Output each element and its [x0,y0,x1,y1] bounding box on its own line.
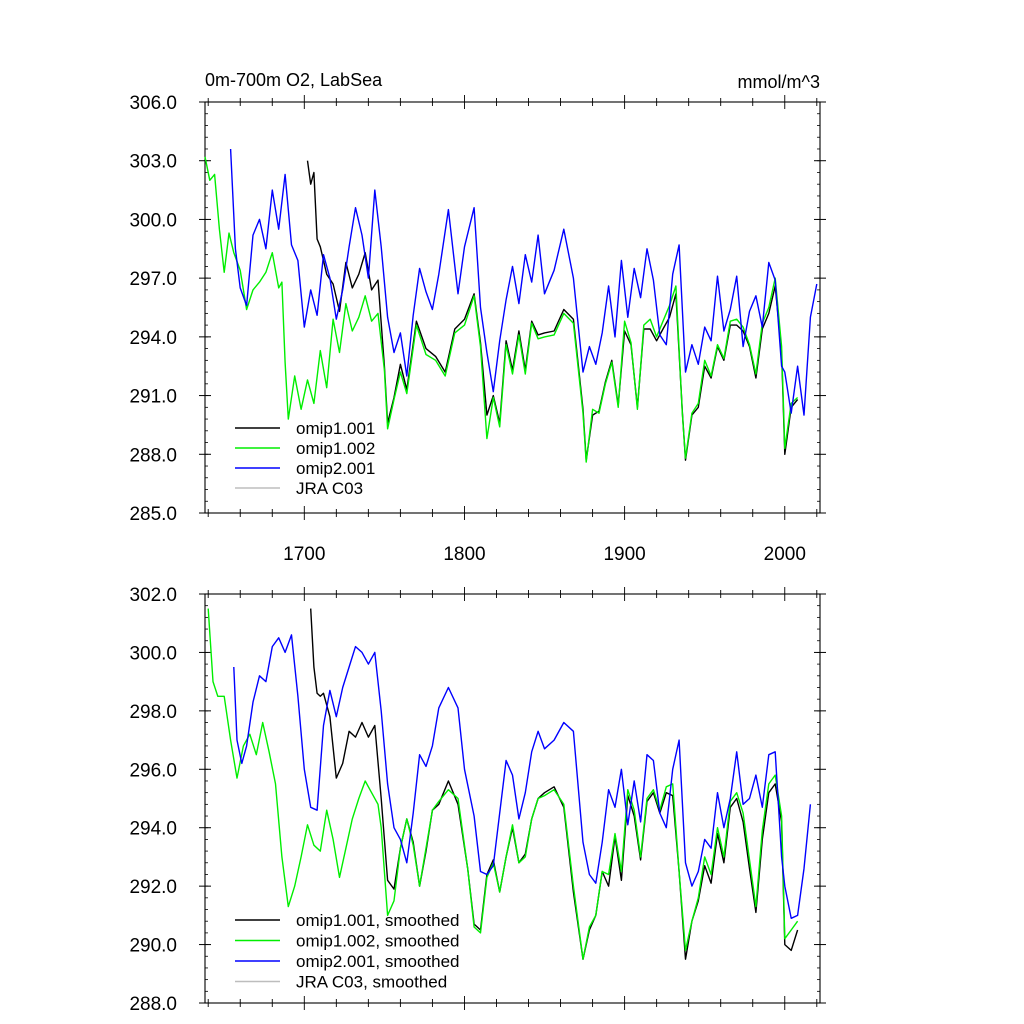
y-tick-label: 291.0 [129,387,177,408]
y-tick-label: 294.0 [129,328,177,349]
y-tick-label: 300.0 [129,210,177,231]
series-line-omip1-002 [204,156,799,463]
legend-label: omip1.002, smoothed [296,932,460,951]
legend-label: omip1.001, smoothed [296,911,460,930]
legend-label: omip1.001 [296,419,375,438]
top-chart: 285.0 288.0 291.0 294.0 297.0 300.0 303.0 306.0… [129,70,826,565]
y-tick-label: 297.0 [129,269,177,290]
chart-units: mmol/m^3 [738,72,820,92]
legend-label: omip2.001, smoothed [296,952,460,971]
series-line-omip2-001-smoothed [233,634,812,919]
x-tick-label: 1800 [443,544,485,565]
legend-label: omip2.001 [296,459,375,478]
legend-label: JRA C03, smoothed [296,973,447,992]
y-tick-label: 302.0 [129,585,177,606]
legend-label: JRA C03 [296,479,363,498]
chart-title: 0m-700m O2, LabSea [205,70,383,90]
y-tick-label: 306.0 [129,93,177,114]
y-tick-label: 300.0 [129,643,177,664]
y-tick-label: 303.0 [129,152,177,173]
y-tick-label: 294.0 [129,819,177,840]
y-tick-label: 290.0 [129,936,177,957]
y-tick-label: 292.0 [129,877,177,898]
bottom-chart: 288.0 290.0 292.0 294.0 296.0 298.0 300.0 302.0… [129,585,826,1015]
series-line-omip1-001-smoothed [310,608,799,960]
x-tick-label: 1700 [283,544,325,565]
y-tick-label: 288.0 [129,994,177,1015]
series-line-omip1-002-smoothed [207,608,799,960]
series-line-omip1-001 [306,160,799,461]
y-tick-label: 296.0 [129,760,177,781]
y-tick-label: 288.0 [129,445,177,466]
y-tick-label: 285.0 [129,504,177,525]
plot-frame [204,593,821,1004]
x-tick-label: 2000 [764,544,806,565]
series-line-omip2-001 [229,148,818,416]
y-tick-label: 298.0 [129,702,177,723]
plot-frame [204,101,821,514]
legend-label: omip1.002 [296,439,375,458]
x-tick-label: 1900 [603,544,645,565]
